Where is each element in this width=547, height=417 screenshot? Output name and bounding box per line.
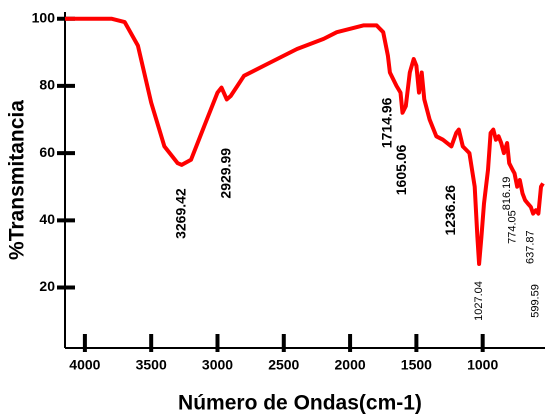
peak-label: 2929.99 (217, 148, 233, 199)
y-tick-label: 20 (39, 278, 55, 294)
y-tick-label: 100 (32, 9, 56, 25)
x-tick-label: 2000 (335, 357, 366, 373)
y-axis-label: %Transmitancia (6, 100, 29, 260)
y-tick-label: 60 (39, 144, 55, 160)
peak-label: 599.59 (530, 284, 542, 318)
y-tick-label: 40 (39, 211, 55, 227)
x-axis-label: Número de Ondas(cm-1) (178, 392, 422, 415)
spectrum-line (65, 16, 545, 266)
y-tick-label: 80 (39, 77, 55, 93)
peak-label: 816.19 (501, 177, 513, 211)
x-tick-label: 2500 (268, 357, 299, 373)
peak-label: 774.05 (507, 210, 519, 244)
peak-label: 1714.96 (379, 97, 395, 148)
peak-label: 1236.26 (442, 185, 458, 236)
peak-label: 1605.06 (393, 144, 409, 195)
x-tick-label: 1500 (401, 357, 432, 373)
x-tick-label: 3000 (202, 357, 233, 373)
x-tick-label: 1000 (467, 357, 498, 373)
x-tick-label: 3500 (136, 357, 167, 373)
peak-label: 637.87 (525, 230, 537, 264)
peak-label: 1027.04 (473, 281, 485, 321)
peak-label: 3269.42 (172, 188, 188, 239)
x-tick-label: 4000 (69, 357, 100, 373)
